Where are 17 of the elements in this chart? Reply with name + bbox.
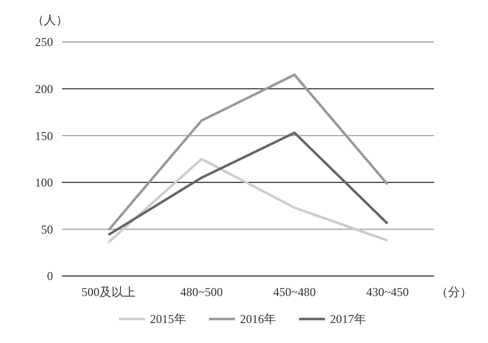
x-tick-label: 480~500 [180, 285, 223, 299]
y-tick-label: 100 [35, 176, 53, 190]
y-tick-label: 0 [47, 269, 53, 284]
y-tick-label: 250 [35, 35, 53, 50]
x-tick-label: 450~480 [273, 285, 316, 299]
x-axis-title: （分） [436, 285, 472, 299]
y-tick-label: 200 [35, 82, 53, 96]
line-series [107, 132, 389, 236]
y-tick-label: 150 [35, 128, 53, 143]
x-tick-label: 430~450 [366, 285, 409, 299]
y-axis-title: （人） [32, 13, 68, 27]
legend-label: 2017年 [330, 312, 366, 326]
x-tick-label: 500及以上 [82, 285, 136, 299]
legend-label: 2016年 [240, 312, 276, 326]
legend-label: 2015年 [150, 312, 186, 326]
y-tick-label: 50 [41, 222, 53, 236]
line-series [107, 158, 389, 244]
